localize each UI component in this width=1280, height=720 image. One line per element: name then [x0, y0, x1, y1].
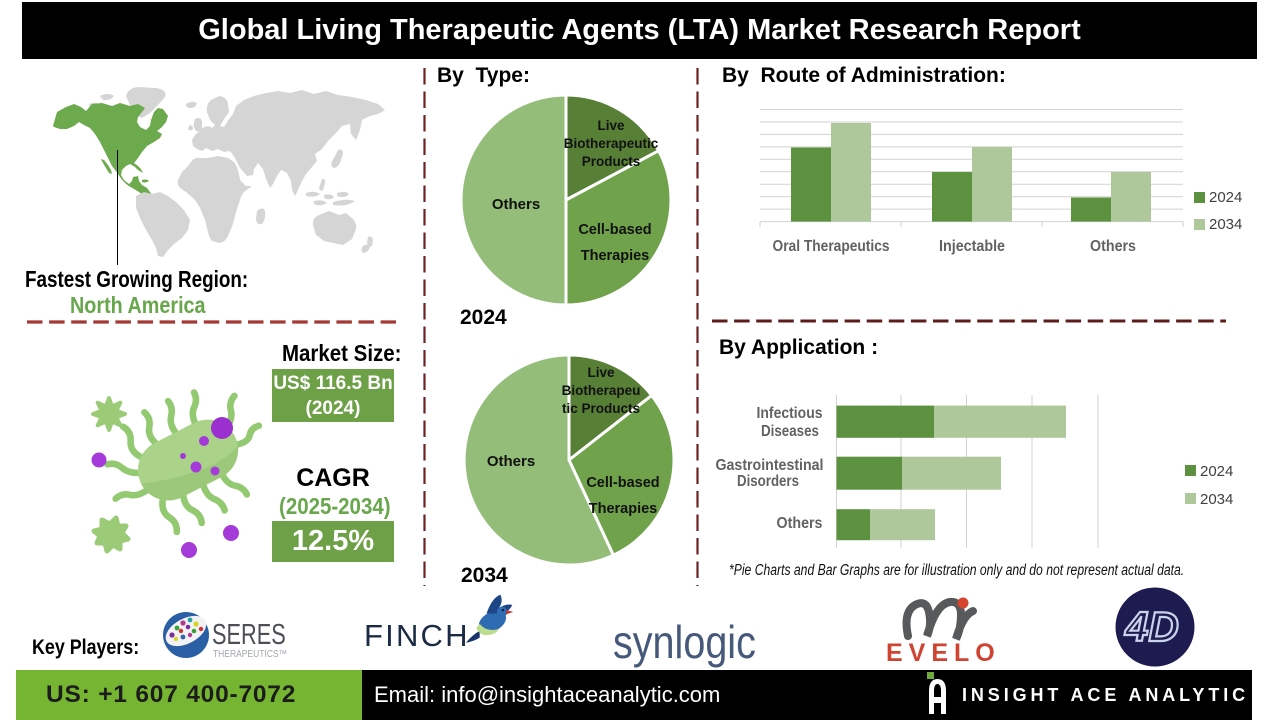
svg-text:Biotherapeutic: Biotherapeutic	[564, 136, 659, 151]
svg-text:2024: 2024	[1209, 189, 1242, 206]
svg-text:Gastrointestinal: Gastrointestinal	[716, 457, 824, 474]
svg-text:FINCH: FINCH	[364, 618, 470, 653]
svg-text:Injectable: Injectable	[939, 238, 1005, 255]
svg-text:Therapies: Therapies	[581, 248, 650, 264]
svg-text:Others: Others	[777, 515, 823, 532]
svg-text:Products: Products	[582, 154, 641, 169]
svg-text:2034: 2034	[1200, 491, 1233, 508]
svg-text:Diseases: Diseases	[761, 423, 819, 440]
svg-text:SERES: SERES	[212, 619, 286, 651]
svg-text:Others: Others	[492, 196, 540, 213]
svg-text:THERAPEUTICS™: THERAPEUTICS™	[213, 648, 287, 659]
svg-text:2024: 2024	[1200, 463, 1233, 480]
svg-text:synlogic: synlogic	[613, 617, 756, 668]
svg-text:Biotherapeu: Biotherapeu	[562, 383, 641, 398]
svg-text:Disorders: Disorders	[737, 473, 799, 490]
svg-text:4D: 4D	[1124, 603, 1179, 650]
svg-text:Live: Live	[597, 118, 625, 133]
svg-text:INSIGHT ACE ANALYTIC: INSIGHT ACE ANALYTIC	[962, 685, 1249, 705]
svg-text:tic Products: tic Products	[562, 401, 640, 416]
svg-text:Infectious: Infectious	[757, 405, 823, 422]
svg-text:Cell-based: Cell-based	[586, 475, 659, 491]
svg-text:EVELO: EVELO	[886, 639, 1001, 667]
svg-text:Others: Others	[487, 453, 535, 470]
svg-text:Live: Live	[587, 365, 615, 380]
svg-text:Others: Others	[1090, 238, 1136, 255]
svg-text:Cell-based: Cell-based	[578, 222, 651, 238]
svg-text:Oral Therapeutics: Oral Therapeutics	[773, 238, 890, 255]
svg-text:2034: 2034	[1209, 216, 1242, 233]
svg-text:Therapies: Therapies	[589, 501, 658, 517]
